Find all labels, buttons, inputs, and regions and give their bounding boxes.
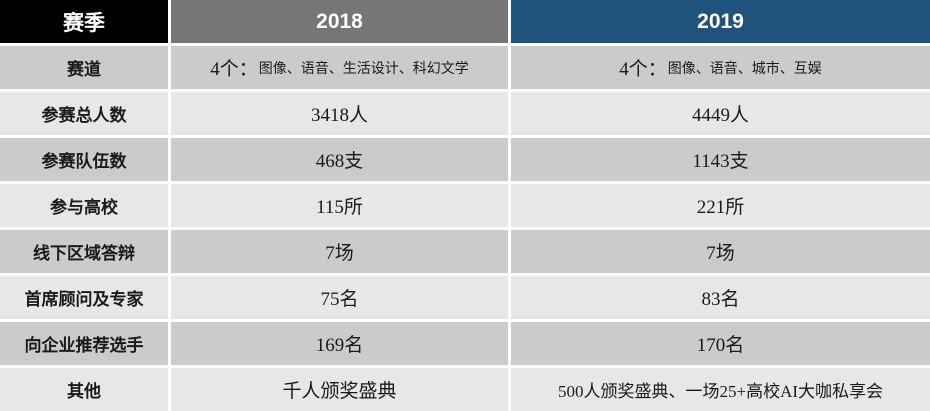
header-season: 赛季	[0, 0, 168, 43]
row-advisors-value-2018: 75名	[171, 276, 508, 319]
row-offline-defense-value-2019: 7场	[511, 230, 930, 273]
row-teams-value-2019: 1143支	[511, 138, 930, 181]
row-participants-label: 参赛总人数	[0, 92, 168, 135]
row-teams-label: 参赛队伍数	[0, 138, 168, 181]
row-tracks-value-2019: 4个： 图像、语音、城市、互娱	[511, 46, 930, 89]
row-offline-defense-value-2018: 7场	[171, 230, 508, 273]
row-universities-value-2019: 221所	[511, 184, 930, 227]
row-tracks-value-2018: 4个： 图像、语音、生活设计、科幻文学	[171, 46, 508, 89]
row-recommended-value-2018: 169名	[171, 322, 508, 365]
row-tracks-label: 赛道	[0, 46, 168, 89]
header-2019: 2019	[511, 0, 930, 43]
tracks-2019-count: 4个：	[619, 59, 667, 80]
tracks-2018-count: 4个：	[210, 59, 258, 80]
row-other-value-2018: 千人颁奖盛典	[171, 368, 508, 411]
row-recommended-value-2019: 170名	[511, 322, 930, 365]
tracks-2019-items: 图像、语音、城市、互娱	[667, 59, 822, 76]
row-offline-defense-label: 线下区域答辩	[0, 230, 168, 273]
tracks-2018-items: 图像、语音、生活设计、科幻文学	[258, 59, 469, 76]
row-universities-label: 参与高校	[0, 184, 168, 227]
row-participants-value-2019: 4449人	[511, 92, 930, 135]
row-universities-value-2018: 115所	[171, 184, 508, 227]
row-other-label: 其他	[0, 368, 168, 411]
header-2018: 2018	[171, 0, 508, 43]
row-other-value-2019: 500人颁奖盛典、一场25+高校AI大咖私享会	[511, 368, 930, 411]
row-participants-value-2018: 3418人	[171, 92, 508, 135]
row-teams-value-2018: 468支	[171, 138, 508, 181]
row-advisors-label: 首席顾问及专家	[0, 276, 168, 319]
row-recommended-label: 向企业推荐选手	[0, 322, 168, 365]
row-advisors-value-2019: 83名	[511, 276, 930, 319]
